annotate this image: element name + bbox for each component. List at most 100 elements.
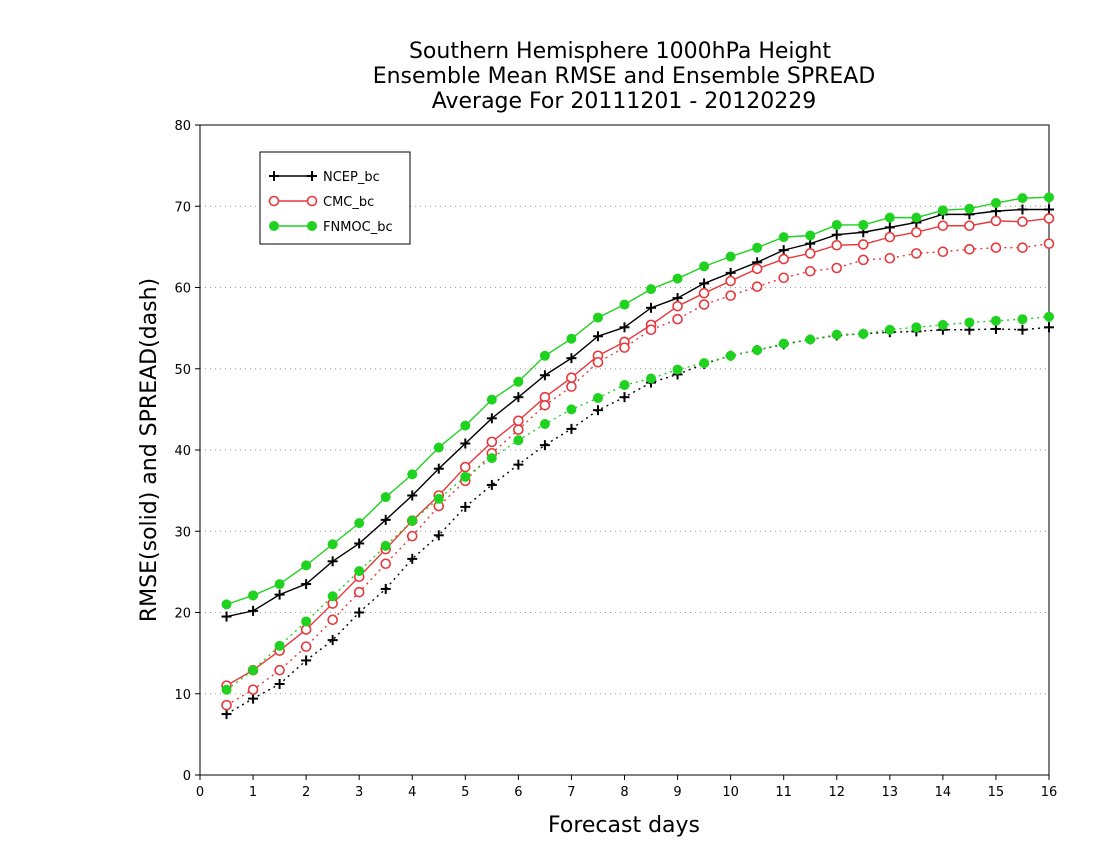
ncep-bc-rmse-point (248, 605, 259, 616)
cmc-bc-spread-point (353, 586, 365, 598)
fnmoc-bc-spread-point (619, 380, 630, 390)
cmc-bc-spread-point (990, 242, 1002, 253)
ncep-bc-rmse-point (274, 589, 285, 600)
fnmoc-bc-spread-point (274, 640, 285, 651)
x-tick-label: 15 (988, 785, 1005, 800)
ncep-bc-spread-point (354, 607, 365, 618)
cmc-bc-spread-point (619, 342, 630, 353)
legend-label: CMC_bc (323, 195, 374, 210)
fnmoc-bc-spread-point (964, 317, 975, 328)
ncep-bc-spread-point (274, 679, 285, 689)
cmc-bc-spread-point (645, 324, 657, 336)
fnmoc-bc-rmse-line (226, 196, 1050, 606)
ncep-bc-spread-point (327, 635, 338, 646)
fnmoc-bc-spread-point (407, 515, 418, 526)
cmc-bc-spread-point (1017, 242, 1028, 253)
fnmoc-bc-rmse-point (831, 219, 842, 230)
fnmoc-bc-rmse-point (990, 198, 1001, 208)
x-tick-label: 0 (196, 785, 204, 800)
cmc-bc-spread-point (804, 265, 816, 277)
fnmoc-bc-rmse-point (752, 242, 763, 253)
cmc-bc-rmse-point (911, 226, 922, 238)
legend-marker (269, 221, 279, 231)
fnmoc-bc-rmse-point (380, 492, 391, 503)
ncep-bc-rmse-line (226, 208, 1049, 618)
cmc-bc-spread-point (539, 400, 551, 411)
fnmoc-bc-spread-point (380, 540, 391, 551)
ncep-bc-rmse-point (1044, 204, 1054, 215)
fnmoc-bc-rmse-point (566, 333, 577, 344)
x-tick-label: 8 (620, 785, 628, 800)
y-tick-label: 30 (174, 525, 191, 540)
cmc-bc-rmse-point (937, 220, 949, 232)
x-tick-label: 2 (302, 785, 310, 800)
cmc-bc-spread-line (226, 242, 1050, 706)
legend-item-fnmoc-bc: FNMOC_bc (269, 220, 393, 235)
y-tick-label: 60 (174, 282, 191, 297)
fnmoc-bc-rmse-point (592, 312, 603, 323)
fnmoc-bc-rmse-point (539, 350, 550, 361)
ncep-bc-spread-point (248, 693, 259, 704)
ncep-bc-rmse-point (699, 278, 710, 289)
chart-title-line-1: Southern Hemisphere 1000hPa Height (409, 39, 831, 64)
fnmoc-bc-spread-point (221, 684, 232, 695)
ncep-bc-spread-point (539, 440, 550, 451)
fnmoc-bc-spread-point (513, 435, 524, 446)
cmc-bc-rmse-point (964, 220, 975, 232)
ncep-bc-spread-point (513, 459, 524, 470)
ncep-bc-spread-point (486, 479, 497, 490)
cmc-bc-rmse-point (1043, 213, 1055, 224)
cmc-bc-spread-point (672, 313, 683, 325)
ncep-bc-spread-point (566, 423, 577, 434)
x-tick-label: 11 (775, 785, 792, 800)
cmc-bc-rmse-point (778, 253, 789, 265)
ncep-bc-spread-point (592, 405, 603, 416)
cmc-bc-spread-point (937, 246, 949, 258)
y-tick-label: 10 (174, 688, 191, 703)
x-tick-label: 1 (249, 785, 257, 800)
x-tick-label: 14 (935, 785, 952, 800)
fnmoc-bc-rmse-point (221, 599, 232, 610)
fnmoc-bc-rmse-point (1044, 192, 1054, 203)
cmc-bc-spread-point (380, 558, 392, 570)
y-tick-label: 20 (174, 607, 191, 622)
chart-title-line-3: Average For 20111201 - 20120229 (432, 89, 817, 114)
fnmoc-bc-spread-point (778, 338, 789, 349)
cmc-bc-spread-point (751, 281, 763, 292)
fnmoc-bc-spread-point (301, 616, 312, 627)
fnmoc-bc-spread-point (248, 665, 259, 676)
ncep-bc-rmse-point (513, 392, 524, 403)
cmc-bc-spread-point (725, 290, 736, 301)
y-tick-label: 80 (174, 119, 191, 134)
cmc-bc-spread-point (857, 254, 869, 266)
legend-marker (307, 171, 317, 181)
ncep-bc-rmse-point (1017, 204, 1028, 215)
ncep-bc-rmse-point (592, 331, 603, 342)
cmc-bc-spread-point (221, 699, 232, 711)
fnmoc-bc-spread-point (725, 350, 736, 361)
fnmoc-bc-spread-point (327, 591, 338, 602)
fnmoc-bc-rmse-point (699, 261, 710, 272)
fnmoc-bc-spread-point (805, 334, 816, 345)
fnmoc-bc-rmse-point (433, 442, 444, 453)
fnmoc-bc-rmse-point (725, 251, 736, 262)
legend-item-cmc-bc: CMC_bc (268, 195, 374, 210)
cmc-bc-spread-point (1043, 238, 1055, 249)
y-tick-label: 70 (174, 200, 191, 215)
fnmoc-bc-spread-point (1044, 311, 1054, 322)
fnmoc-bc-rmse-point (911, 212, 922, 223)
x-tick-label: 13 (882, 785, 899, 800)
cmc-bc-rmse-point (1017, 216, 1028, 227)
fnmoc-bc-spread-point (1017, 314, 1028, 325)
cmc-bc-rmse-point (884, 231, 896, 243)
fnmoc-bc-rmse-point (884, 212, 895, 223)
fnmoc-bc-spread-point (911, 322, 922, 333)
fnmoc-bc-rmse-point (460, 420, 471, 431)
ncep-bc-rmse-point (884, 222, 895, 233)
legend-marker (307, 221, 317, 231)
legend-label: FNMOC_bc (323, 220, 393, 235)
fnmoc-bc-spread-point (539, 419, 550, 429)
ncep-bc-rmse-point (460, 438, 471, 449)
legend-marker (306, 195, 318, 207)
